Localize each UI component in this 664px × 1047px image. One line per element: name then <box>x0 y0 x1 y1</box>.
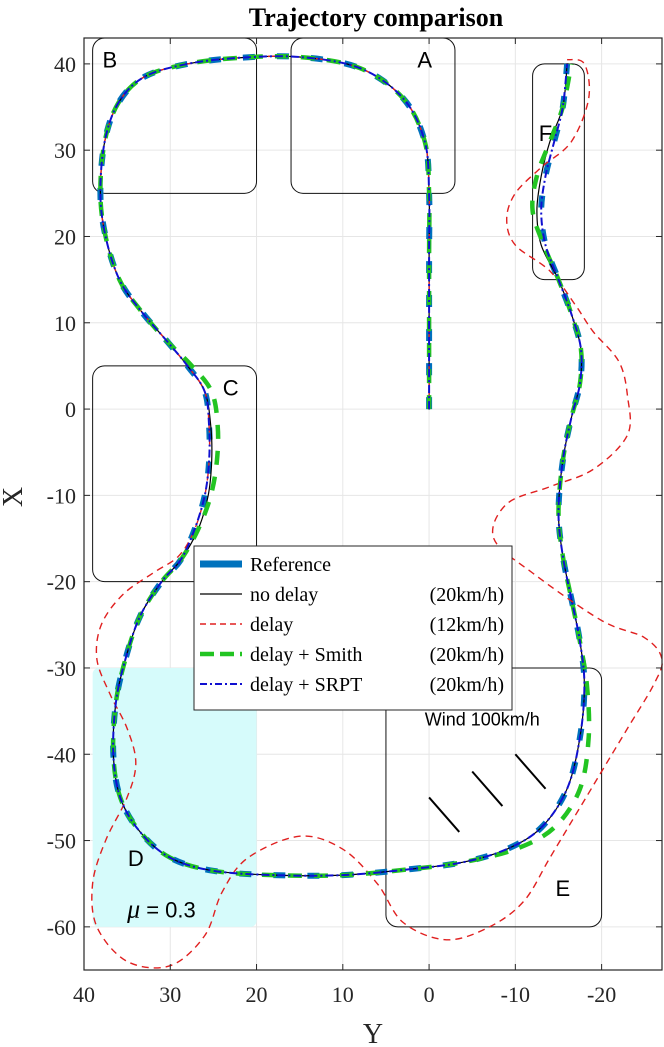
axis-ticks: 40 30 20 10 0 -10 -20 40 30 20 10 0 -10 -20 -30 -40 -50 -… <box>47 38 662 1007</box>
x-tick-label: 20 <box>246 982 268 1007</box>
mu-value: = 0.3 <box>146 898 196 923</box>
legend-box <box>193 545 513 711</box>
region-c-box <box>92 365 258 583</box>
y-tick-label: -50 <box>47 829 76 854</box>
wind-stroke <box>514 753 547 790</box>
wind-label: Wind 100km/h <box>425 710 540 730</box>
y-axis-label: X <box>0 487 29 507</box>
legend-label: Reference <box>250 554 331 576</box>
legend-label: delay + Smith <box>250 644 362 666</box>
y-tick-label: 0 <box>65 397 76 422</box>
y-tick-label: -30 <box>47 656 76 681</box>
legend-speed: (12km/h) <box>430 614 504 636</box>
series-delay-srpt <box>99 55 586 877</box>
region-d-box <box>92 667 257 927</box>
chart-title: Trajectory comparison <box>249 3 504 32</box>
region-f-box <box>532 63 585 281</box>
legend: Reference no delay (20km/h) delay (12km/h) de… <box>193 545 513 711</box>
legend-label: delay <box>250 614 293 636</box>
y-tick-label: 10 <box>54 311 76 336</box>
wind-stroke <box>471 770 504 807</box>
x-tick-label: 40 <box>73 982 95 1007</box>
y-tick-label: -40 <box>47 742 76 767</box>
x-tick-label: 30 <box>159 982 181 1007</box>
y-tick-label: 20 <box>54 224 76 249</box>
x-tick-label: -10 <box>501 982 530 1007</box>
y-tick-label: 30 <box>54 138 76 163</box>
region-e-label: E <box>555 876 570 901</box>
y-tick-label: 40 <box>54 52 76 77</box>
mu-symbol: μ <box>126 895 140 924</box>
region-boxes <box>92 37 603 928</box>
region-c-label: C <box>223 376 239 401</box>
legend-speed: (20km/h) <box>430 584 504 606</box>
y-tick-label: -60 <box>47 915 76 940</box>
region-b-label: B <box>103 48 118 73</box>
region-f-label: F <box>539 121 552 146</box>
region-d-label: D <box>128 846 144 871</box>
legend-label: delay + SRPT <box>250 674 362 696</box>
x-tick-label: 0 <box>424 982 435 1007</box>
legend-speed: (20km/h) <box>430 674 504 696</box>
y-tick-label: -10 <box>47 483 76 508</box>
plot-frame <box>83 37 663 971</box>
wind-stroke <box>428 796 461 833</box>
region-a-label: A <box>417 48 432 73</box>
x-axis-label: Y <box>363 1019 383 1047</box>
legend-speed: (20km/h) <box>430 644 504 666</box>
series-delay-smith <box>98 53 592 878</box>
y-tick-label: -20 <box>47 570 76 595</box>
x-tick-label: 10 <box>332 982 354 1007</box>
friction-label: μ = 0.3 <box>126 895 196 924</box>
annotations: A B C F E D Wind 100km/h μ = 0.3 <box>103 48 571 924</box>
legend-label: no delay <box>250 584 318 606</box>
x-tick-label: -20 <box>587 982 616 1007</box>
